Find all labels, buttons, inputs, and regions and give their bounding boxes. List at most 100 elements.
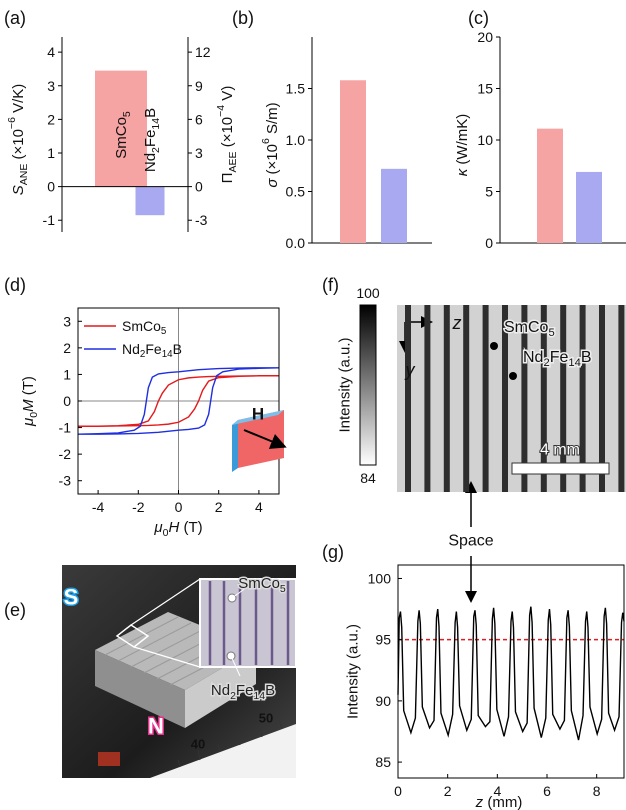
- colorbar-tick-label: 100: [356, 285, 380, 301]
- pole-label: S: [64, 585, 79, 610]
- text-part: AEE: [227, 151, 239, 172]
- text-part: 14: [568, 357, 580, 369]
- inset-magnet: [238, 410, 284, 468]
- photo: [62, 565, 297, 778]
- stripe: [618, 305, 625, 492]
- y-tick-label: -2: [59, 446, 72, 462]
- stripe: [579, 305, 586, 492]
- text-part: (T): [20, 376, 37, 399]
- x-tick-label: 8: [593, 783, 601, 799]
- bar: [95, 70, 147, 187]
- bar: [340, 80, 366, 243]
- series-line: [397, 606, 625, 741]
- text-part: Π: [219, 172, 236, 183]
- inset-arrow: [243, 429, 287, 449]
- panel-label: (a): [4, 8, 26, 28]
- text-part: Nd: [142, 153, 159, 172]
- text-part: Fe: [145, 341, 162, 357]
- text-part: B: [142, 108, 159, 118]
- y-tick-label: 3: [47, 78, 55, 94]
- inset-magnet: [232, 420, 238, 472]
- text-part: (T): [179, 519, 202, 536]
- x-tick-label: 0: [175, 499, 183, 515]
- text-part: ANE: [18, 164, 30, 186]
- text-part: μ: [153, 519, 162, 536]
- y-tick-label: 95: [375, 632, 391, 648]
- text-part: (×10: [10, 129, 27, 164]
- y-tick-label: 20: [477, 29, 493, 45]
- text-part: κ: [454, 167, 471, 176]
- plot-frame: [397, 564, 625, 779]
- text-part: −6: [6, 117, 18, 129]
- text-part: SmCo: [238, 575, 280, 592]
- series-line: [78, 375, 279, 427]
- stripe: [521, 305, 528, 492]
- y-tick-label: 0.0: [286, 235, 306, 251]
- stripe: [424, 305, 431, 492]
- text-part: σ: [264, 178, 281, 188]
- text-part: Nd: [211, 682, 230, 699]
- intensity-map: [359, 304, 626, 603]
- panel-label: (b): [232, 8, 254, 28]
- y2-tick-label: 9: [195, 78, 203, 94]
- text-part: B: [173, 341, 182, 357]
- text-part: 5: [161, 326, 167, 337]
- axis-direction: y: [404, 360, 416, 380]
- stripe-dot: [509, 372, 517, 380]
- text-part: H: [168, 519, 179, 536]
- text-part: SmCo: [113, 117, 130, 159]
- x-tick-label: 6: [543, 783, 551, 799]
- stripe: [482, 305, 489, 492]
- y-tick-label: 2: [47, 111, 55, 127]
- panel-label: (f): [322, 275, 339, 295]
- x-axis-label: μ0H (T): [153, 519, 202, 540]
- text-part: Fe: [550, 349, 569, 366]
- y-tick-label: 10: [477, 132, 493, 148]
- stripe-label: Nd2Fe14B: [211, 682, 275, 703]
- panel-label: (e): [4, 600, 26, 620]
- bar: [576, 171, 602, 243]
- y-axis-label: σ (×106 S/m): [260, 102, 281, 187]
- text-part: 6: [260, 138, 272, 144]
- ruler-label: 50: [259, 711, 273, 726]
- y-axis-label: SANE (×10−6 V/K): [6, 84, 30, 196]
- y-tick-label: 1: [63, 366, 71, 382]
- text-part: μ: [20, 418, 37, 427]
- y-tick-label: 1.5: [286, 81, 306, 97]
- y-tick-label: 1.0: [286, 132, 306, 148]
- y-axis-label: Intensity (a.u.): [345, 624, 362, 719]
- stripe-label: Nd2Fe14B: [523, 349, 591, 370]
- text-part: 14: [150, 118, 162, 130]
- stripe: [599, 305, 605, 492]
- stripe-dot: [490, 342, 498, 350]
- panel-label: (d): [4, 275, 26, 295]
- x-tick-label: 4: [255, 499, 263, 515]
- x-axis-label: z (mm): [475, 794, 523, 810]
- category-label: SmCo5: [113, 111, 134, 159]
- y2-tick-label: 12: [195, 44, 211, 60]
- text-part: 14: [162, 349, 173, 360]
- x-tick-label: -4: [92, 499, 105, 515]
- legend-label: Nd2Fe14B: [122, 341, 182, 360]
- text-part: 14: [253, 690, 265, 702]
- y2-tick-label: 6: [195, 111, 203, 127]
- text-part: Nd: [523, 349, 543, 366]
- colorbar-label: Intensity (a.u.): [337, 337, 354, 432]
- y-tick-label: 4: [47, 44, 55, 60]
- y-axis-label: κ (W/mK): [454, 114, 471, 176]
- text-part: Fe: [236, 682, 254, 699]
- text-part: SmCo: [504, 319, 549, 336]
- y-axis-label: μ0M (T): [20, 376, 41, 427]
- y-tick-label: 85: [375, 754, 391, 770]
- text-part: z: [475, 794, 484, 810]
- panel-label: (g): [322, 542, 344, 562]
- y-tick-label: 0: [63, 393, 71, 409]
- text-part: 2: [150, 147, 162, 153]
- bar: [135, 186, 165, 216]
- y2-axis-label: ΠAEE (×10−4 V): [215, 86, 239, 184]
- colorbar-tick-label: 84: [360, 470, 376, 486]
- text-part: M: [20, 399, 37, 412]
- text-part: B: [265, 682, 275, 699]
- text-part: 5: [548, 327, 554, 339]
